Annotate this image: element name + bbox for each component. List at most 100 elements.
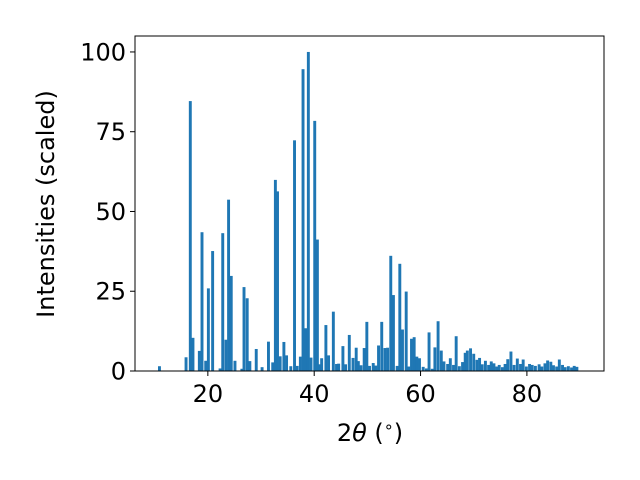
bar <box>344 364 347 371</box>
bar <box>293 140 296 371</box>
bar <box>248 361 251 371</box>
bar <box>234 361 237 371</box>
bar <box>570 367 573 371</box>
bar <box>442 361 445 371</box>
bar <box>230 276 233 371</box>
bar <box>415 357 418 371</box>
bar <box>324 325 327 371</box>
bar <box>316 240 319 371</box>
bar <box>246 298 249 371</box>
bar <box>360 365 363 371</box>
bar <box>271 362 274 371</box>
bar <box>363 348 366 371</box>
y-axis: 0 25 50 75 100 <box>80 38 135 385</box>
bar <box>365 322 368 371</box>
x-tick-label: 60 <box>405 380 436 408</box>
bar <box>302 69 305 371</box>
bar <box>561 365 564 371</box>
bar <box>289 366 292 371</box>
bar <box>531 365 534 371</box>
bar <box>296 366 299 371</box>
bar <box>516 359 519 371</box>
bar <box>313 121 316 371</box>
bar <box>567 366 570 371</box>
bar <box>564 367 567 371</box>
bar <box>386 348 389 371</box>
bar <box>540 367 543 371</box>
bar <box>461 362 464 371</box>
bar <box>374 366 377 371</box>
bar <box>455 336 458 371</box>
bar <box>320 358 323 371</box>
bar <box>544 363 547 371</box>
bar <box>380 322 383 371</box>
bar <box>405 292 408 371</box>
bar <box>327 355 330 371</box>
plot-frame <box>135 36 604 371</box>
bar <box>221 233 224 371</box>
bar <box>407 367 410 371</box>
bar <box>422 367 425 371</box>
bar <box>490 361 493 371</box>
bar <box>475 360 478 371</box>
bar <box>546 360 549 371</box>
bar <box>478 358 481 371</box>
bar <box>227 200 230 371</box>
bar <box>418 358 421 371</box>
bar <box>469 348 472 371</box>
bar <box>337 364 340 371</box>
y-tick-label: 100 <box>80 38 126 66</box>
bar <box>224 340 227 371</box>
bar <box>498 365 501 371</box>
bar <box>192 338 195 371</box>
bar <box>204 361 207 371</box>
bar-series <box>158 52 578 371</box>
bar <box>506 359 509 371</box>
bar <box>558 360 561 371</box>
y-tick-label: 50 <box>95 198 126 226</box>
bar <box>398 264 401 371</box>
bar <box>372 363 375 371</box>
bar <box>575 367 578 371</box>
bar <box>185 357 188 371</box>
bar <box>525 367 528 371</box>
bar <box>534 366 537 371</box>
x-tick-label: 40 <box>299 380 330 408</box>
bar <box>481 364 484 371</box>
bar <box>285 355 288 371</box>
bar <box>158 366 161 371</box>
bar <box>446 364 449 371</box>
bar <box>267 342 270 371</box>
bar <box>189 101 192 371</box>
bar <box>458 366 461 371</box>
x-axis-title: 2θ (∘) <box>337 417 403 447</box>
bar <box>207 288 210 371</box>
bar <box>509 352 512 371</box>
y-tick-label: 75 <box>95 118 126 146</box>
x-tick-label: 20 <box>193 380 224 408</box>
bar <box>501 367 504 371</box>
bar <box>495 367 498 371</box>
bar <box>452 365 455 371</box>
bar <box>573 366 576 371</box>
bar <box>555 367 558 371</box>
bar <box>466 351 469 371</box>
bar <box>201 232 204 371</box>
x-axis: 20 40 60 80 <box>193 371 543 408</box>
bar <box>383 348 386 371</box>
bar <box>396 366 399 371</box>
y-axis-title: Intensities (scaled) <box>32 90 60 318</box>
bar <box>392 295 395 371</box>
bar <box>492 363 495 371</box>
bar <box>433 347 436 371</box>
bar <box>449 358 452 371</box>
bar <box>440 351 443 371</box>
bar <box>304 328 307 371</box>
y-tick-label: 25 <box>95 278 126 306</box>
x-tick-label: 80 <box>512 380 543 408</box>
y-tick-label: 0 <box>111 358 126 386</box>
bar <box>307 52 310 371</box>
bar <box>261 367 264 371</box>
bar <box>348 335 351 371</box>
